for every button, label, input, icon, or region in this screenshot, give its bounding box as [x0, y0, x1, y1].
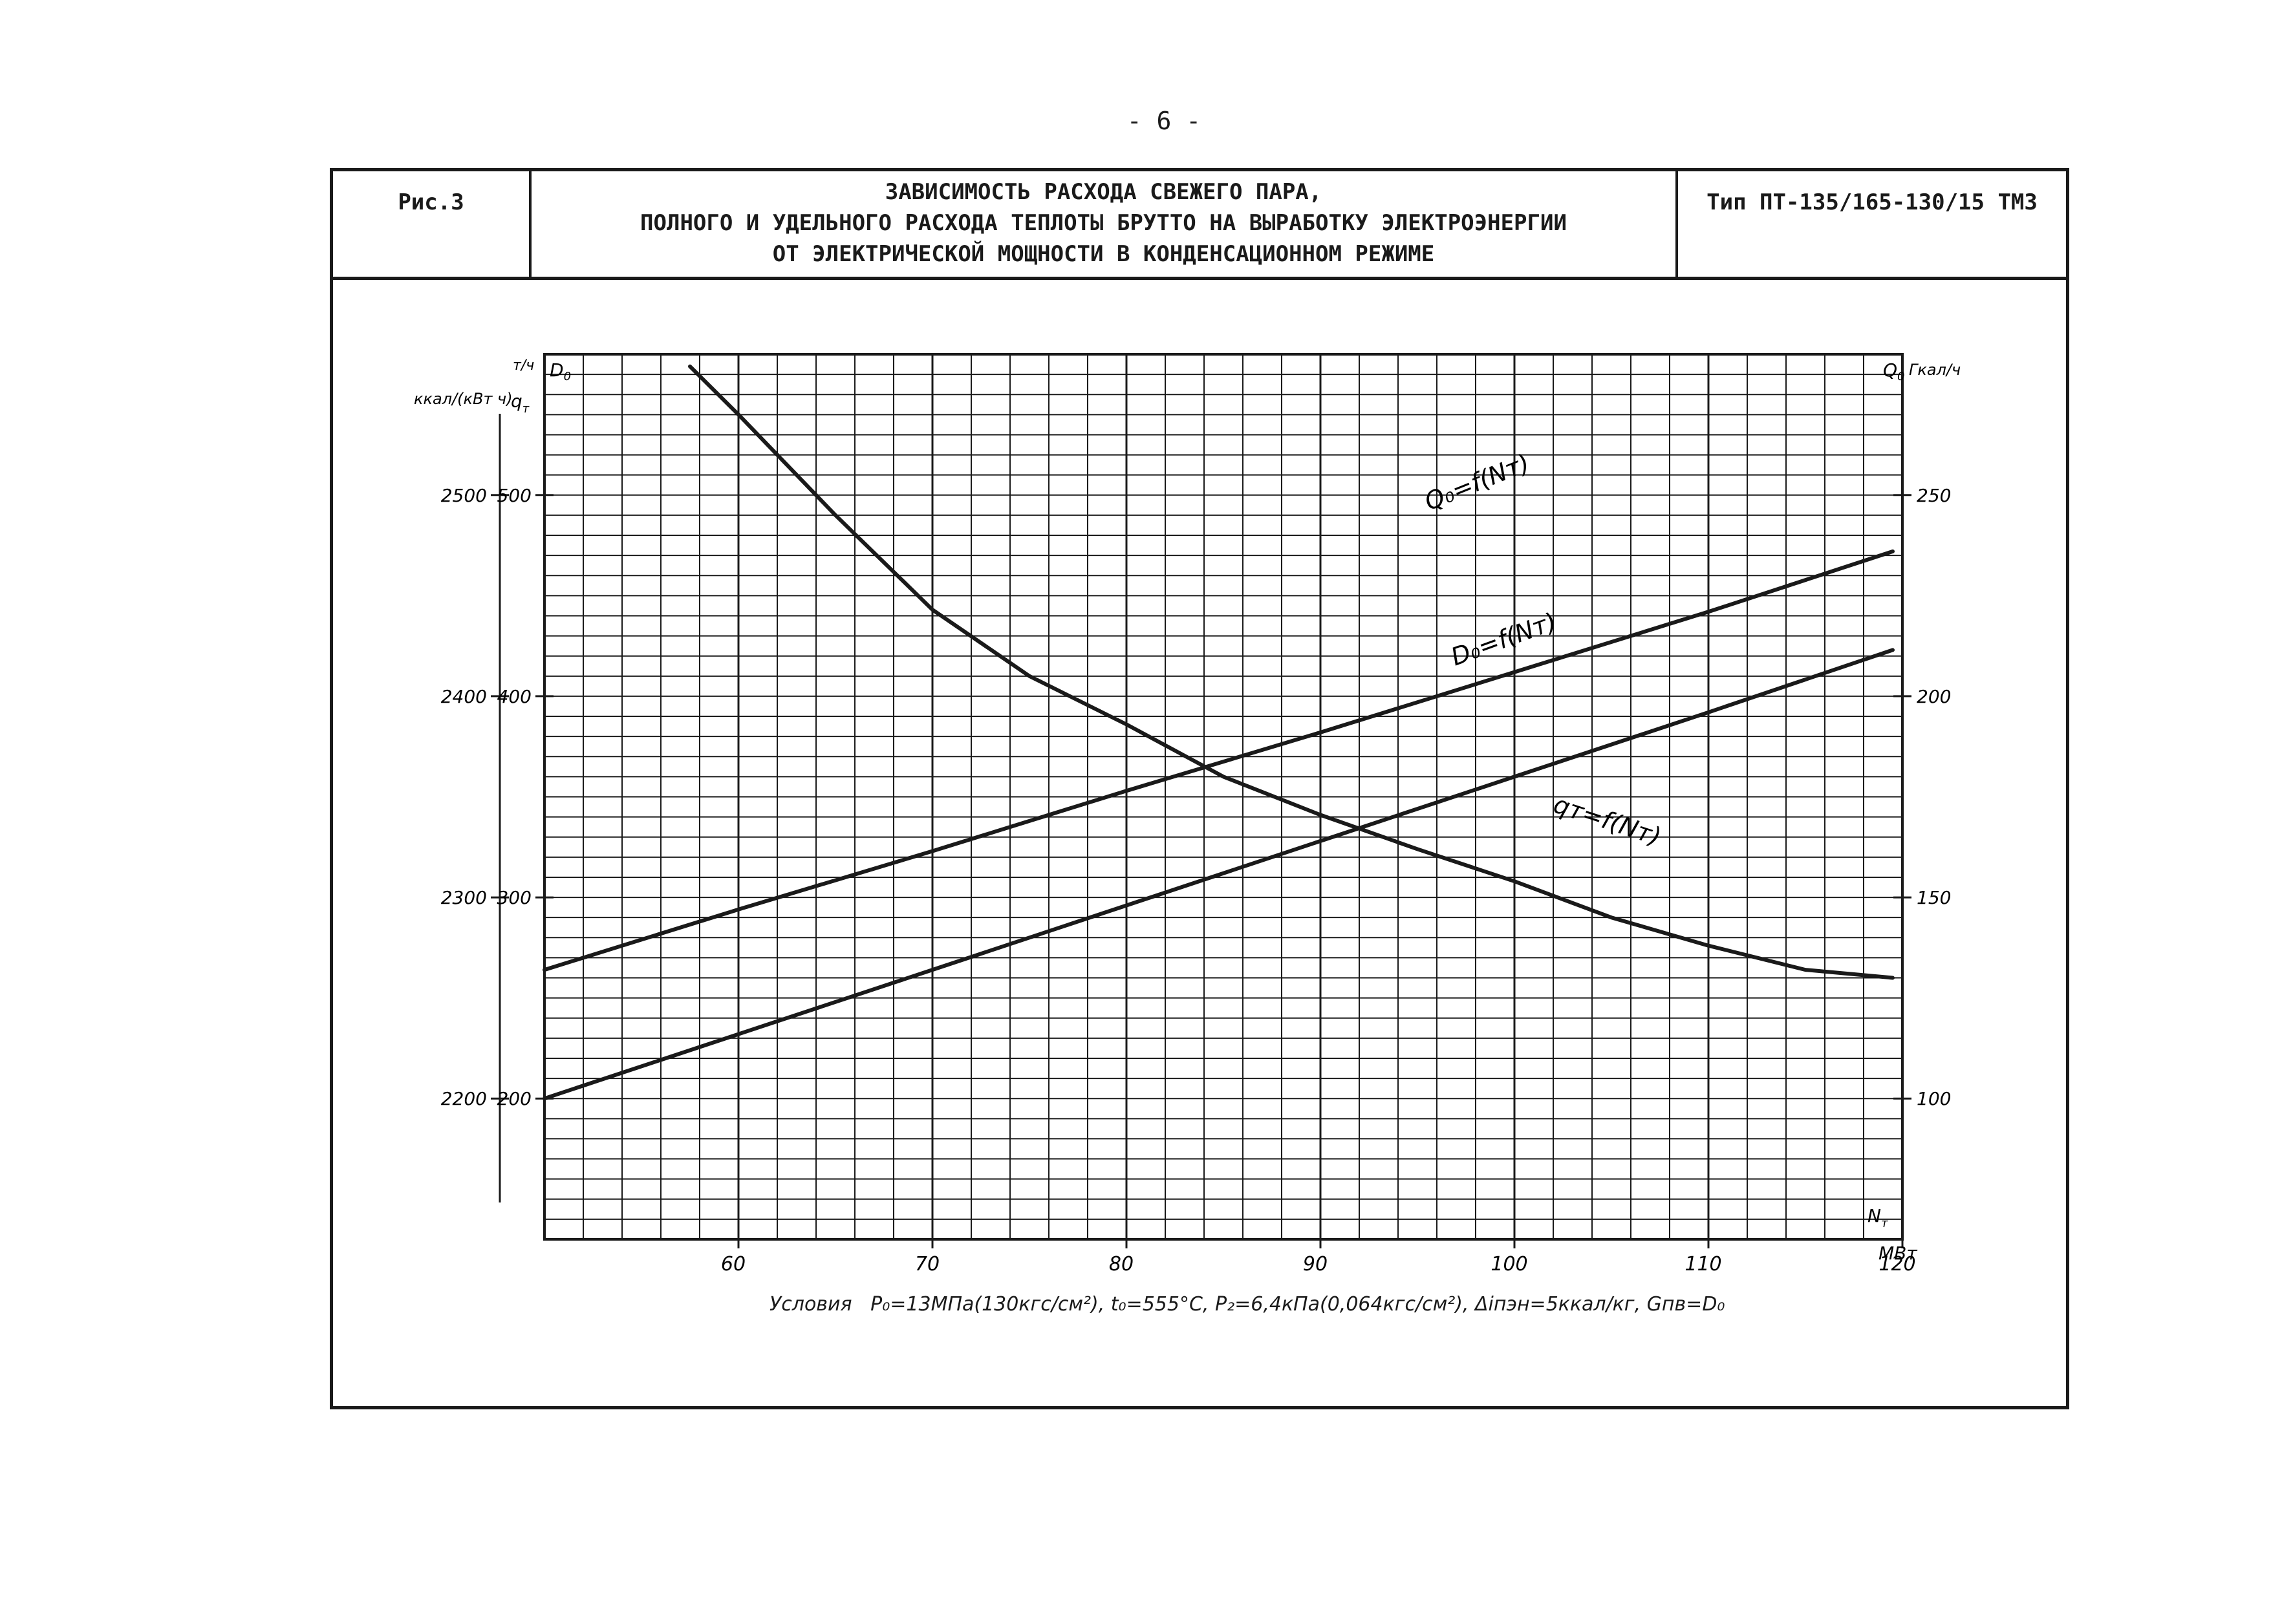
qt-tick-label: 2500	[441, 485, 487, 506]
plot-border	[543, 353, 1904, 1241]
x-tick-label: 70	[915, 1253, 940, 1276]
d0-tick-label: 300	[497, 887, 532, 908]
q0-curve-label: Q₀=f(Nт)	[1421, 449, 1534, 517]
q0-series-line	[543, 549, 1895, 972]
header-row: Рис.3 ЗАВИСИМОСТЬ РАСХОДА СВЕЖЕГО ПАРА, …	[333, 171, 2066, 280]
turbine-type-label: Тип ПТ-135/165-130/15 ТМЗ	[1706, 189, 2038, 215]
x-tick-label: 60	[721, 1253, 746, 1276]
conditions-note: Условия P₀=13МПа(130кгс/см²), t₀=555°C, …	[770, 1293, 1725, 1316]
figure-label: Рис.3	[333, 171, 532, 277]
qt-series-line	[688, 364, 1895, 980]
qt-axis-symbol: qт	[511, 390, 530, 416]
x-tick-label: 80	[1109, 1253, 1134, 1276]
figure-frame: Рис.3 ЗАВИСИМОСТЬ РАСХОДА СВЕЖЕГО ПАРА, …	[330, 168, 2069, 1409]
title-line-3: ОТ ЭЛЕКТРИЧЕСКОЙ МОЩНОСТИ В КОНДЕНСАЦИОН…	[772, 241, 1435, 267]
chart-axes: 2200 2300 2400 2500 200 300 400 500 100 150 200 250…	[441, 353, 1951, 1276]
q0-axis-unit: Гкал/ч	[1909, 361, 1961, 379]
x-tick-label: 110	[1685, 1253, 1721, 1276]
q0-axis-symbol: Q0	[1883, 359, 1905, 383]
chart-labels: ккал/(кВт ч) т/ч D0 qт Q0 Гкал/ч Nт МВт …	[414, 358, 1961, 1264]
x-tick-label: 90	[1303, 1253, 1328, 1276]
conditions-prefix: Условия	[770, 1293, 852, 1316]
chart-series	[543, 364, 1895, 1101]
d0-series-line	[543, 648, 1895, 1101]
q0-tick-label: 250	[1917, 485, 1951, 506]
page-number: - 6 -	[1126, 107, 1201, 135]
title-line-2: ПОЛНОГО И УДЕЛЬНОГО РАСХОДА ТЕПЛОТЫ БРУТ…	[640, 210, 1567, 236]
left-outer-unit: ккал/(кВт ч)	[414, 390, 513, 408]
x-axis-symbol: Nт	[1868, 1205, 1888, 1230]
x-tick-label: 100	[1491, 1253, 1527, 1276]
chart-grid	[543, 354, 1904, 1240]
left-inner-unit: т/ч	[513, 358, 534, 374]
qt-curve-label: qт=f(Nт)	[1550, 790, 1664, 851]
conditions-text: P₀=13МПа(130кгс/см²), t₀=555°C, P₂=6,4кП…	[870, 1293, 1725, 1316]
figure-title: ЗАВИСИМОСТЬ РАСХОДА СВЕЖЕГО ПАРА, ПОЛНОГ…	[532, 171, 1678, 277]
d0-axis-symbol: D0	[550, 359, 571, 383]
x-tick-label: 120	[1878, 1253, 1915, 1276]
d0-tick-label: 400	[497, 686, 532, 707]
qt-tick-label: 2200	[441, 1088, 487, 1109]
title-line-1: ЗАВИСИМОСТЬ РАСХОДА СВЕЖЕГО ПАРА,	[885, 179, 1322, 205]
q0-tick-label: 100	[1917, 1088, 1951, 1109]
q0-tick-label: 200	[1917, 686, 1951, 707]
qt-tick-label: 2400	[441, 686, 487, 707]
x-axis-unit: МВт	[1878, 1243, 1917, 1264]
d0-tick-label: 200	[497, 1088, 532, 1109]
q0-tick-label: 150	[1917, 887, 1951, 908]
d0-tick-label: 500	[497, 485, 532, 506]
qt-tick-label: 2300	[441, 887, 487, 908]
